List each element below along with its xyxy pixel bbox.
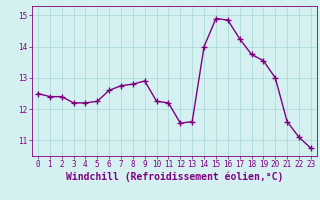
X-axis label: Windchill (Refroidissement éolien,°C): Windchill (Refroidissement éolien,°C) [66, 172, 283, 182]
